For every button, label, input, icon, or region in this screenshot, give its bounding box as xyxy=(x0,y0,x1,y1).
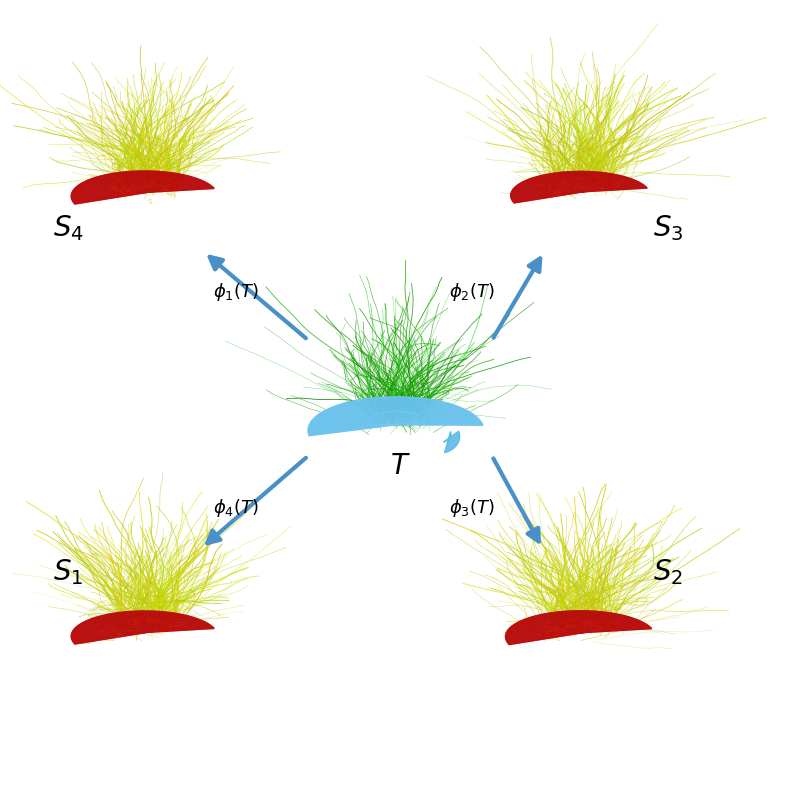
Polygon shape xyxy=(510,171,647,203)
Text: $\it{S}_{2}$: $\it{S}_{2}$ xyxy=(653,557,683,587)
Text: $\phi_1(T)$: $\phi_1(T)$ xyxy=(213,281,259,303)
Polygon shape xyxy=(308,397,482,436)
Text: $\it{T}$: $\it{T}$ xyxy=(390,451,410,480)
Polygon shape xyxy=(308,397,482,436)
Polygon shape xyxy=(506,611,652,645)
Polygon shape xyxy=(71,611,214,644)
Text: $\phi_3(T)$: $\phi_3(T)$ xyxy=(449,497,495,519)
Text: $\it{S}_{1}$: $\it{S}_{1}$ xyxy=(53,557,83,587)
Polygon shape xyxy=(510,171,647,203)
Polygon shape xyxy=(443,431,460,453)
Text: $\it{S}_{3}$: $\it{S}_{3}$ xyxy=(653,213,683,243)
Polygon shape xyxy=(71,611,214,644)
Polygon shape xyxy=(71,171,214,204)
Text: $\phi_2(T)$: $\phi_2(T)$ xyxy=(449,281,495,303)
Polygon shape xyxy=(71,171,214,204)
Text: $\phi_4(T)$: $\phi_4(T)$ xyxy=(213,497,259,519)
Polygon shape xyxy=(506,611,652,645)
Text: $\it{S}_{4}$: $\it{S}_{4}$ xyxy=(53,213,83,243)
